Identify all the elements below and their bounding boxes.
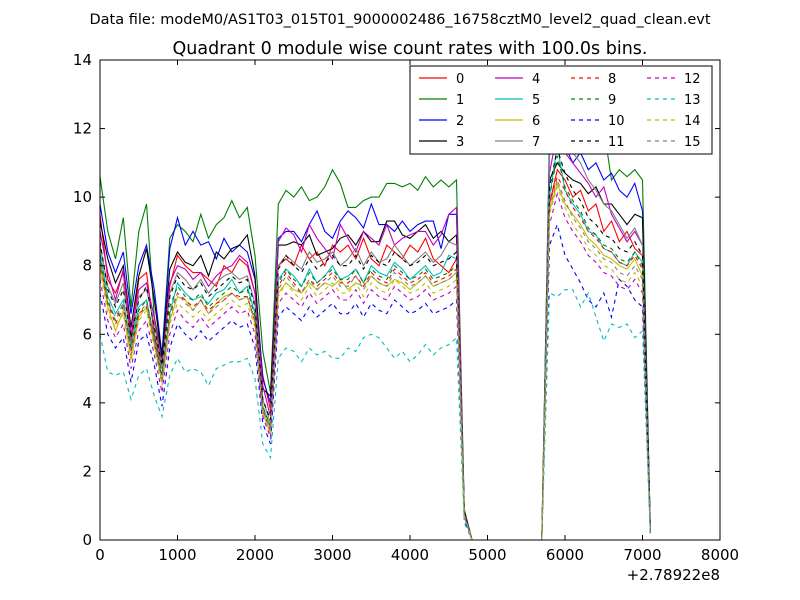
data-file-caption: Data file: modeM0/AS1T03_015T01_90000024… xyxy=(89,12,710,28)
x-tick-label: 5000 xyxy=(468,546,506,564)
legend-label-11: 11 xyxy=(608,135,625,150)
x-axis-offset-label: +2.78922e8 xyxy=(627,566,720,584)
legend-label-15: 15 xyxy=(684,135,701,150)
series-line-6 xyxy=(99,181,651,541)
y-tick-label: 2 xyxy=(82,462,92,480)
series-line-4 xyxy=(99,129,651,541)
y-tick-label: 6 xyxy=(82,325,92,343)
legend-label-14: 14 xyxy=(684,114,701,129)
series-line-0 xyxy=(99,168,651,541)
legend-label-8: 8 xyxy=(608,72,616,87)
legend-label-10: 10 xyxy=(608,114,625,129)
series-line-10 xyxy=(99,222,651,541)
series-line-7 xyxy=(99,87,651,541)
x-tick-label: 6000 xyxy=(546,546,584,564)
series-line-5 xyxy=(99,145,651,541)
legend-label-2: 2 xyxy=(456,114,464,129)
legend-label-0: 0 xyxy=(456,72,464,87)
legend-label-6: 6 xyxy=(532,114,540,129)
series-line-8 xyxy=(99,175,651,541)
series-line-1 xyxy=(99,88,651,541)
y-tick-label: 0 xyxy=(82,531,92,549)
legend-label-12: 12 xyxy=(684,72,701,87)
axis-ticks: 0 1000 2000 3000 4000 5000 6000 7000 80000246810… xyxy=(73,51,739,564)
legend-label-3: 3 xyxy=(456,135,464,150)
legend-label-1: 1 xyxy=(456,93,464,108)
legend-label-4: 4 xyxy=(532,72,540,87)
y-tick-label: 14 xyxy=(73,51,92,69)
x-tick-label: 0 xyxy=(95,546,105,564)
series-line-15 xyxy=(99,178,651,541)
legend-label-13: 13 xyxy=(684,93,701,108)
y-tick-label: 12 xyxy=(73,120,92,138)
series-line-13 xyxy=(99,289,651,541)
x-tick-label: 7000 xyxy=(623,546,661,564)
legend-label-9: 9 xyxy=(608,93,616,108)
series-line-2 xyxy=(99,101,651,541)
y-tick-label: 8 xyxy=(82,257,92,275)
series-line-9 xyxy=(99,155,651,541)
x-tick-label: 4000 xyxy=(391,546,429,564)
x-tick-label: 2000 xyxy=(236,546,274,564)
series-line-14 xyxy=(99,185,651,541)
chart-title: Quadrant 0 module wise count rates with … xyxy=(173,39,648,59)
x-tick-label: 8000 xyxy=(701,546,739,564)
legend-box xyxy=(409,65,713,155)
y-tick-label: 4 xyxy=(82,394,92,412)
plot-area xyxy=(99,87,651,541)
series-line-3 xyxy=(99,161,651,541)
legend-label-5: 5 xyxy=(532,93,540,108)
x-tick-label: 1000 xyxy=(158,546,196,564)
y-tick-label: 10 xyxy=(73,188,92,206)
series-line-12 xyxy=(99,191,651,541)
x-tick-label: 3000 xyxy=(313,546,351,564)
legend-label-7: 7 xyxy=(532,135,540,150)
